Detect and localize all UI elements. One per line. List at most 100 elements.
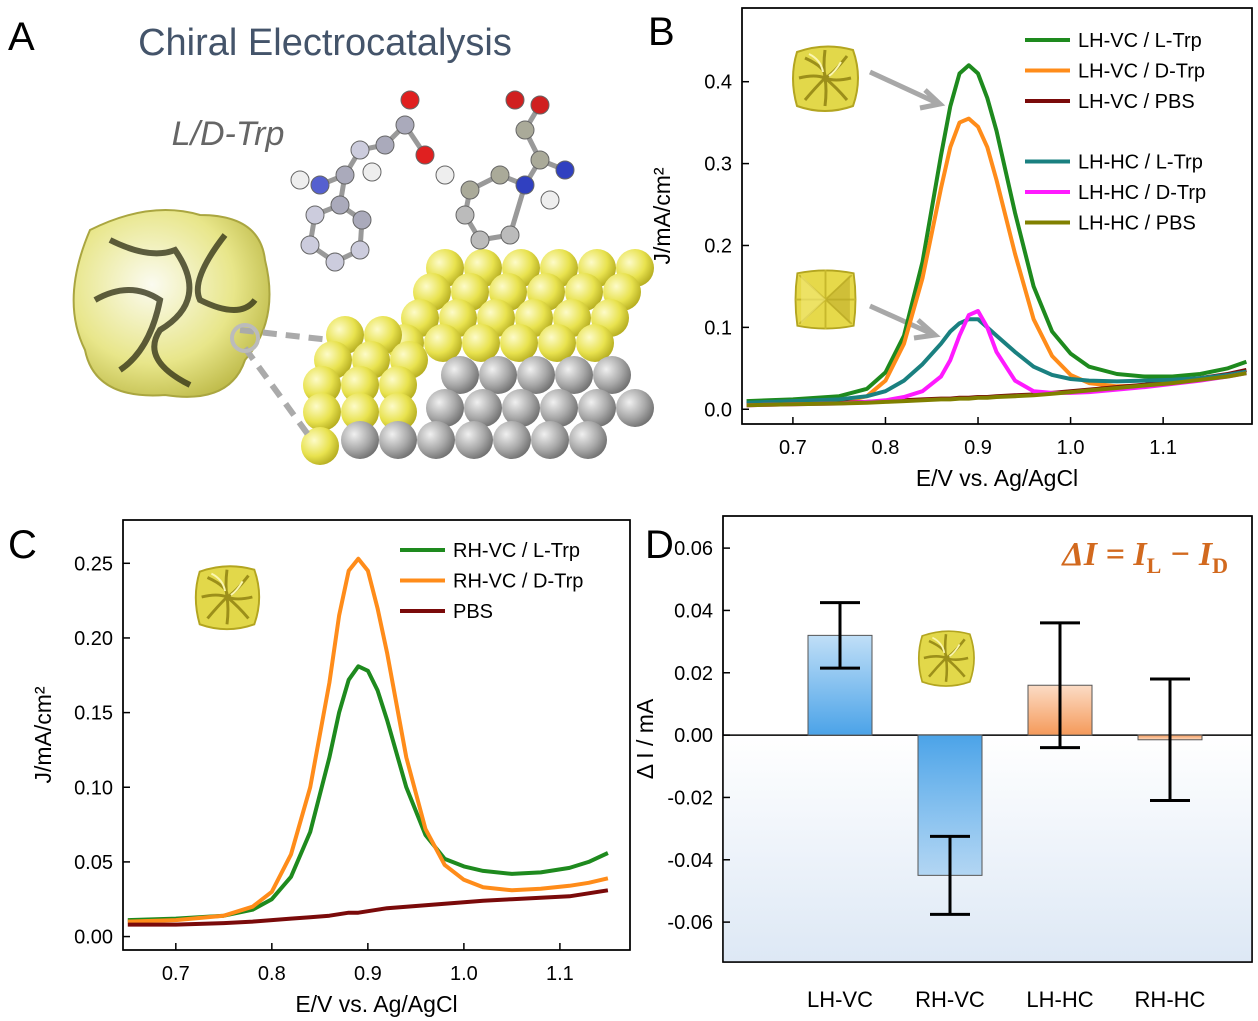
- x-tick-label: 0.9: [964, 437, 992, 459]
- atom: [479, 356, 517, 394]
- atom: [305, 205, 325, 225]
- x-tick-label: 1.1: [1149, 437, 1177, 459]
- atom: [578, 389, 616, 427]
- x-tick-label: 0.8: [258, 963, 286, 985]
- atom: [424, 324, 462, 362]
- legend-label: LH-HC / PBS: [1078, 213, 1196, 235]
- arrow: [868, 69, 946, 341]
- atom: [379, 393, 417, 431]
- atom: [379, 366, 417, 404]
- x-tick-label: 1.0: [1057, 437, 1085, 459]
- atom: [462, 324, 500, 362]
- atom: [341, 393, 379, 431]
- atom: [555, 356, 593, 394]
- atom: [350, 140, 370, 160]
- atom: [341, 366, 379, 404]
- y-tick-label: 0.02: [674, 663, 713, 685]
- legend-label: LH-VC / D-Trp: [1078, 61, 1205, 83]
- atom: [362, 162, 382, 182]
- hc-icon: [794, 268, 857, 331]
- atom: [341, 421, 379, 459]
- atom: [530, 150, 550, 170]
- atom: [530, 95, 550, 115]
- y-tick-label: -0.06: [667, 912, 713, 934]
- panel-label: B: [648, 10, 675, 54]
- atom: [330, 195, 350, 215]
- x-tick-label: 1.1: [546, 963, 574, 985]
- atom: [301, 427, 339, 465]
- line-series: [127, 888, 609, 927]
- atom: [500, 225, 520, 245]
- legend-label: LH-HC / D-Trp: [1078, 182, 1206, 204]
- y-axis-label: J/mA/cm²: [649, 167, 675, 264]
- y-tick-label: 0.3: [704, 154, 732, 176]
- annotation-part: ΔI = I: [1060, 536, 1148, 573]
- x-tick-label: 1.0: [450, 963, 478, 985]
- zoom-circle: [230, 323, 260, 353]
- legend-label: LH-VC / L-Trp: [1078, 30, 1202, 52]
- annotation-part: L: [1147, 553, 1162, 578]
- atom: [395, 115, 415, 135]
- legend-label: LH-VC / PBS: [1078, 91, 1195, 113]
- illustration-annotation: L/D-Trp: [172, 115, 285, 153]
- atom: [310, 175, 330, 195]
- legend-label: PBS: [453, 601, 493, 623]
- atom: [375, 135, 395, 155]
- y-tick-label: -0.02: [667, 787, 713, 809]
- atom: [441, 356, 479, 394]
- atom: [350, 240, 370, 260]
- atom: [303, 393, 341, 431]
- panel-label: D: [645, 523, 674, 567]
- y-axis-label: J/mA/cm²: [30, 686, 56, 783]
- atom: [515, 175, 535, 195]
- atom: [352, 210, 372, 230]
- atom: [335, 165, 355, 185]
- annotation-part: − I: [1161, 536, 1214, 573]
- line-series: [127, 664, 609, 923]
- atom: [470, 230, 490, 250]
- atom: [569, 421, 607, 459]
- atom: [538, 324, 576, 362]
- atom: [417, 421, 455, 459]
- atom: [490, 165, 510, 185]
- atom: [464, 389, 502, 427]
- y-tick-label: 0.05: [74, 852, 113, 874]
- y-tick-label: 0.2: [704, 235, 732, 257]
- y-tick-label: 0.04: [674, 600, 713, 622]
- atom: [415, 145, 435, 165]
- atom: [502, 389, 540, 427]
- y-tick-label: 0.00: [674, 725, 713, 747]
- molecules: [290, 90, 575, 272]
- legend-label: RH-VC / L-Trp: [453, 540, 580, 562]
- atom-lattice: [301, 249, 654, 465]
- plot-frame: [122, 519, 631, 951]
- atom: [435, 165, 455, 185]
- y-tick-label: 0.20: [74, 628, 113, 650]
- line-series: [746, 317, 1247, 405]
- atom: [531, 421, 569, 459]
- atom: [400, 90, 420, 110]
- atom: [515, 120, 535, 140]
- vc-icon: [917, 629, 976, 688]
- annotation-part: D: [1212, 553, 1228, 578]
- x-tick-label: LH-HC: [1026, 987, 1093, 1012]
- x-tick-label: 0.8: [872, 437, 900, 459]
- plot-frame: [722, 515, 1253, 963]
- atom: [576, 324, 614, 362]
- atom: [455, 421, 493, 459]
- illustration: A Chiral Electrocatalysis L/D-Trp: [8, 15, 654, 465]
- y-axis-label: Δ I / mA: [632, 698, 658, 779]
- x-tick-label: 0.9: [354, 963, 382, 985]
- panel-label: C: [8, 523, 37, 567]
- plot-frame: [741, 7, 1253, 425]
- line-series: [127, 556, 609, 924]
- atom: [379, 421, 417, 459]
- x-axis-label: E/V vs. Ag/AgCl: [295, 991, 457, 1017]
- atom: [303, 366, 341, 404]
- y-tick-label: 0.1: [704, 317, 732, 339]
- x-tick-label: LH-VC: [807, 987, 873, 1012]
- atom: [505, 90, 525, 110]
- x-tick-label: RH-VC: [915, 987, 985, 1012]
